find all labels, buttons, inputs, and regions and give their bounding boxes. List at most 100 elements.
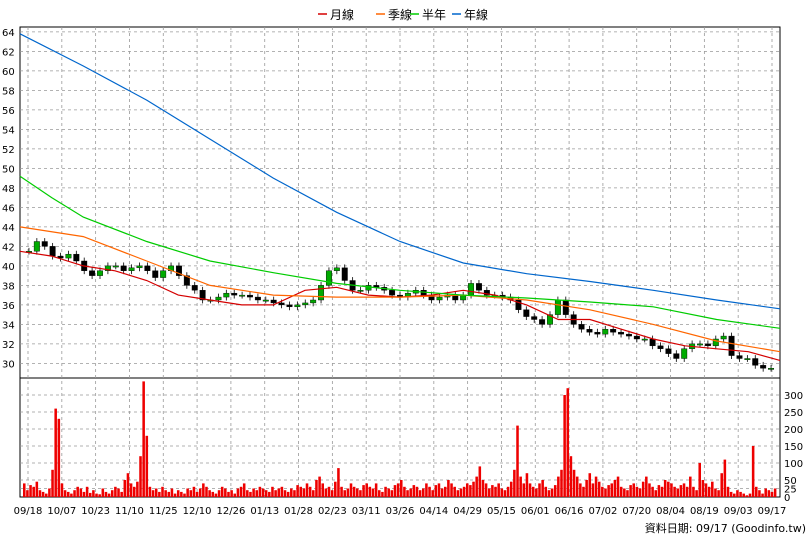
candle-body xyxy=(160,270,167,278)
volume-bar xyxy=(38,490,42,497)
candle-body xyxy=(128,267,135,271)
volume-bar xyxy=(92,490,95,497)
candle-body xyxy=(49,246,56,257)
volume-bar xyxy=(220,486,224,497)
volume-bar xyxy=(95,493,98,497)
legend-label-quarter: 季線 xyxy=(388,7,412,22)
volume-bar xyxy=(528,483,532,497)
volume-bar xyxy=(337,468,340,497)
volume-bar xyxy=(110,490,114,497)
price-tick-label: 34 xyxy=(2,320,15,331)
volume-bar xyxy=(692,486,695,497)
candle-body xyxy=(152,270,159,278)
price-tick-label: 48 xyxy=(2,184,15,195)
candle-body xyxy=(104,265,111,271)
date-tick-label: 10/23 xyxy=(81,506,110,517)
quarter-average-line xyxy=(19,226,781,353)
volume-bar xyxy=(268,491,271,497)
candle-body xyxy=(704,343,711,347)
price-tick-label: 56 xyxy=(2,106,15,117)
volume-bar xyxy=(352,486,356,497)
volume-bar xyxy=(635,486,639,497)
price-tick-label: 54 xyxy=(2,125,15,136)
half-year-average-line xyxy=(19,175,781,329)
volume-bar xyxy=(645,476,648,497)
volume-bar xyxy=(302,488,306,497)
volume-bar xyxy=(707,486,711,497)
candle-body xyxy=(649,338,656,347)
volume-bar xyxy=(390,490,394,497)
volume-bar xyxy=(186,488,189,497)
date-tick-label: 09/17 xyxy=(758,506,787,517)
volume-bar xyxy=(726,486,730,497)
volume-bar xyxy=(641,481,645,497)
date-tick-label: 01/13 xyxy=(250,506,279,517)
candle-body xyxy=(191,285,198,291)
volume-bar xyxy=(544,486,548,497)
candle-body xyxy=(333,267,340,271)
volume-bar xyxy=(208,490,211,497)
volume-bar xyxy=(607,485,610,497)
volume-bar xyxy=(161,486,164,497)
volume-bar xyxy=(623,488,626,497)
volume-bar xyxy=(252,488,255,497)
volume-bar xyxy=(170,488,174,497)
volume-bar xyxy=(506,486,510,497)
candle-body xyxy=(33,241,40,252)
candle-body xyxy=(586,329,593,333)
volume-bar xyxy=(654,490,658,497)
volume-bar xyxy=(660,486,664,497)
volume-bar xyxy=(711,481,714,497)
volume-tick-label: 0 xyxy=(784,493,790,504)
volume-bar xyxy=(41,491,45,497)
volume-bar xyxy=(324,488,328,497)
volume-bar xyxy=(57,418,61,497)
volume-bar xyxy=(227,491,230,497)
footer-data-date: 資料日期: 09/17 (Goodinfo.tw) xyxy=(645,521,806,535)
volume-bar xyxy=(126,473,130,497)
volume-bar xyxy=(104,491,108,497)
volume-bar xyxy=(673,486,676,497)
volume-bar xyxy=(277,488,281,497)
price-tick-label: 44 xyxy=(2,223,15,234)
volume-bar xyxy=(139,456,142,497)
volume-bar xyxy=(503,490,507,497)
volume-bar xyxy=(547,490,551,497)
date-tick-label: 12/10 xyxy=(183,506,212,517)
volume-bar xyxy=(594,476,598,497)
volume-bar xyxy=(428,486,431,497)
volume-bar xyxy=(767,490,771,497)
volume-tick-label: 100 xyxy=(784,459,803,470)
volume-bar xyxy=(632,483,636,497)
price-tick-label: 58 xyxy=(2,86,15,97)
volume-bar xyxy=(481,480,485,497)
volume-bar xyxy=(154,488,158,497)
candle-body xyxy=(310,299,317,304)
price-axis: 30 32 34 36 38 40 42 44 46 48 50 52 54 56 58 60 62 64 xyxy=(2,28,15,371)
candle-body xyxy=(468,283,475,296)
volume-bar xyxy=(469,485,472,497)
volume-bar xyxy=(541,480,544,497)
volume-bar xyxy=(271,486,274,497)
volume-bar xyxy=(748,493,752,497)
volume-bar xyxy=(136,481,139,497)
volume-bar xyxy=(418,490,422,497)
volume-bar xyxy=(453,486,456,497)
volume-bar xyxy=(657,485,661,497)
date-tick-label: 12/26 xyxy=(216,506,245,517)
year-average-line xyxy=(19,33,781,310)
candle-body xyxy=(73,253,80,262)
volume-bar xyxy=(648,483,651,497)
candle-body xyxy=(389,290,396,296)
candle-body xyxy=(357,290,364,292)
volume-bar xyxy=(412,485,416,497)
volume-bar xyxy=(582,486,585,497)
price-tick-label: 38 xyxy=(2,281,15,292)
volume-bar xyxy=(478,466,482,497)
volume-bar xyxy=(79,488,83,497)
volume-bar xyxy=(475,476,478,497)
moving-average-lines xyxy=(19,33,781,361)
candle-body xyxy=(760,365,767,369)
volume-bar xyxy=(293,490,296,497)
volume-bar xyxy=(73,490,76,497)
